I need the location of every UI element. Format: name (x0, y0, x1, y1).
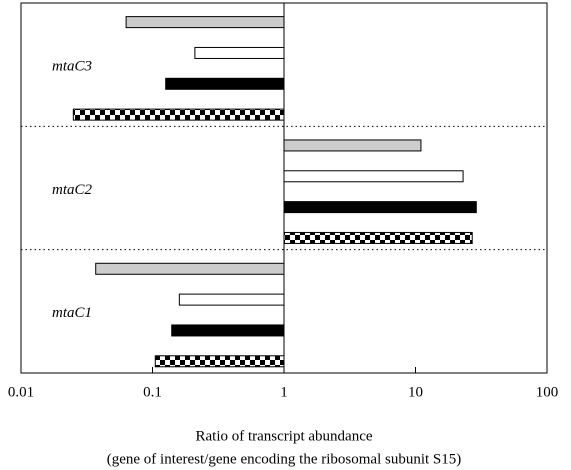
x-axis-label: Ratio of transcript abundance (195, 428, 372, 444)
bar (178, 293, 285, 306)
bar (283, 201, 477, 214)
bar (95, 262, 285, 275)
bar (125, 16, 285, 29)
x-tick-label: 0.1 (143, 384, 162, 400)
bar (165, 77, 285, 90)
bar (283, 170, 464, 183)
bar (194, 46, 285, 59)
category-label: mtaC1 (52, 305, 92, 321)
bar (283, 139, 422, 152)
bar (283, 231, 473, 244)
bar (154, 355, 285, 368)
category-label: mtaC3 (52, 59, 92, 75)
category-label: mtaC2 (52, 182, 93, 198)
x-tick-label: 10 (408, 384, 423, 400)
x-axis-label: (gene of interest/gene encoding the ribo… (107, 451, 462, 467)
x-tick-label: 1 (280, 384, 288, 400)
x-tick-label: 0.01 (8, 384, 34, 400)
bar (72, 108, 285, 121)
bar (171, 324, 285, 337)
x-tick-label: 100 (536, 384, 559, 400)
